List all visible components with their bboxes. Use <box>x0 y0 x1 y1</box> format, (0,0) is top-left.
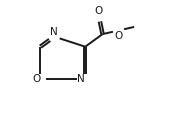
Text: N: N <box>77 74 85 84</box>
Text: O: O <box>32 74 40 84</box>
Text: O: O <box>95 6 103 16</box>
Text: O: O <box>114 30 123 40</box>
Text: N: N <box>50 27 58 37</box>
